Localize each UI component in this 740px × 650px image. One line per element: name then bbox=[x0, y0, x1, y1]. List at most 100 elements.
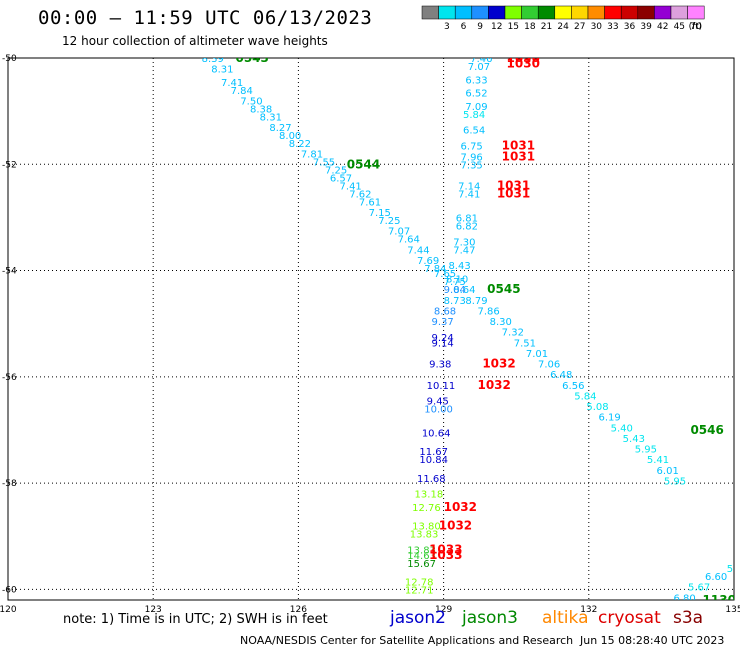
wave-height-label: 9.38 bbox=[429, 360, 451, 371]
wave-height-label: 6.81 bbox=[456, 213, 478, 224]
credit-timestamp: Jun 15 08:28:40 UTC 2023 bbox=[580, 634, 725, 647]
wave-height-label: 6.52 bbox=[465, 89, 487, 100]
legend-tick-label: 3 bbox=[444, 22, 450, 32]
pass-time-label: 1032 bbox=[444, 500, 477, 514]
wave-height-label: 5.95 bbox=[635, 445, 657, 456]
wave-height-label: 7.44 bbox=[407, 245, 429, 256]
wave-height-label: 8.22 bbox=[289, 139, 311, 150]
wave-height-label: 12.76 bbox=[412, 503, 441, 514]
wave-height-label: 7.81 bbox=[301, 150, 323, 161]
wave-height-label: 9.37 bbox=[432, 317, 454, 328]
wave-height-label: 11.67 bbox=[419, 447, 448, 458]
wave-height-label: 7.84 bbox=[424, 264, 446, 275]
pass-time-label: 1032 bbox=[477, 378, 510, 392]
legend-tick-label: 27 bbox=[574, 22, 585, 32]
wave-height-label: 13.83 bbox=[410, 530, 439, 541]
y-tick-label: -60 bbox=[2, 585, 17, 595]
wave-height-label: 5.95 bbox=[664, 476, 686, 487]
satellite-s3a: s3a bbox=[673, 608, 704, 628]
pass-time-label: 0545 bbox=[487, 282, 520, 296]
pass-time-label: 0543 bbox=[235, 51, 268, 65]
wave-height-label: 5.41 bbox=[647, 455, 669, 466]
legend-tick-label: 45 bbox=[674, 22, 685, 32]
wave-height-label: 6.80 bbox=[674, 593, 696, 604]
pass-time-label: 0546 bbox=[690, 423, 723, 437]
wave-height-label: 7.15 bbox=[369, 208, 391, 219]
wave-height-label: 6.57 bbox=[330, 174, 352, 185]
wave-height-label: 7.65 bbox=[434, 269, 456, 280]
wave-height-label: 7.96 bbox=[461, 152, 483, 163]
pass-time-label: 1031 bbox=[497, 187, 530, 201]
wave-height-label: 10.64 bbox=[422, 429, 451, 440]
wave-height-label: 7.41 bbox=[458, 190, 480, 201]
footnote: note: 1) Time is in UTC; 2) SWH is in fe… bbox=[63, 612, 328, 627]
x-tick-label: 129 bbox=[435, 605, 452, 615]
pass-time-label: 1030 bbox=[507, 51, 540, 65]
wave-height-label: 7.61 bbox=[359, 197, 381, 208]
wave-height-label: 9.14 bbox=[432, 338, 454, 349]
legend-tick-label: 36 bbox=[624, 22, 636, 32]
wave-height-label: 7.06 bbox=[538, 360, 560, 371]
wave-height-label: 7.41 bbox=[340, 182, 362, 193]
pass-time-label: 0544 bbox=[347, 157, 380, 171]
pass-time-label: 1033 bbox=[429, 548, 462, 562]
wave-height-label: 6.54 bbox=[463, 126, 485, 137]
wave-height-label: 7.84 bbox=[231, 86, 253, 97]
wave-height-label: 8.10 bbox=[446, 275, 468, 286]
legend-tick-label: 39 bbox=[640, 22, 652, 32]
wave-height-label: 7.51 bbox=[514, 338, 536, 349]
y-tick-label: -50 bbox=[2, 54, 17, 64]
wave-height-label: 9.04 bbox=[444, 285, 466, 296]
satellite-altika: altika bbox=[542, 608, 589, 628]
wave-height-label: 5.43 bbox=[623, 434, 645, 445]
wave-height-label: 10.84 bbox=[419, 455, 448, 466]
chart-subtitle: 12 hour collection of altimeter wave hei… bbox=[62, 34, 328, 48]
legend-swatch bbox=[687, 5, 705, 20]
wave-height-label: 10.00 bbox=[424, 405, 453, 416]
wave-height-label: 13.18 bbox=[415, 490, 444, 501]
wave-height-label: 5.08 bbox=[586, 402, 608, 413]
wave-height-label: 5.7 bbox=[727, 564, 740, 575]
pass-time-label: 1033 bbox=[429, 543, 462, 557]
wave-height-label: 6.33 bbox=[465, 75, 487, 86]
y-tick-label: -54 bbox=[2, 267, 17, 277]
wave-height-label: 13.83 bbox=[407, 546, 436, 557]
wave-height-label: 8.68 bbox=[434, 306, 456, 317]
credit-line: NOAA/NESDIS Center for Satellite Applica… bbox=[240, 634, 574, 647]
wave-height-label: 7.32 bbox=[502, 328, 524, 339]
pass-time-label: 1130 bbox=[703, 593, 736, 607]
wave-height-label: 7.07 bbox=[468, 62, 490, 73]
wave-height-label: 9.45 bbox=[427, 397, 449, 408]
wave-height-label: 6.48 bbox=[550, 370, 572, 381]
wave-height-label: 8.27 bbox=[269, 123, 291, 134]
pass-time-label: 1032 bbox=[482, 357, 515, 371]
wave-height-label: 7.25 bbox=[378, 216, 400, 227]
wave-height-label: 8.38 bbox=[250, 104, 272, 115]
x-tick-label: 126 bbox=[290, 605, 307, 615]
legend-tick-label: 42 bbox=[657, 22, 668, 32]
wave-height-label: 5.84 bbox=[574, 391, 596, 402]
wave-height-label: 7.30 bbox=[453, 237, 475, 248]
plot-frame bbox=[7, 57, 735, 601]
wave-height-label: 7.41 bbox=[221, 78, 243, 89]
satellite-cryosat: cryosat bbox=[598, 608, 661, 628]
wave-height-label: 8.31 bbox=[211, 65, 233, 76]
wave-height-label: 8.00 bbox=[279, 131, 301, 142]
legend-tick-label: 21 bbox=[541, 22, 552, 32]
y-tick-label: -52 bbox=[2, 160, 17, 170]
satellite-jason3: jason3 bbox=[462, 608, 518, 628]
wave-height-label: 5.67 bbox=[688, 583, 710, 594]
wave-height-label: 6.82 bbox=[456, 221, 478, 232]
wave-height-label: 6.01 bbox=[657, 466, 679, 477]
pass-time-label: 1031 bbox=[502, 149, 535, 163]
wave-height-label: 6.56 bbox=[562, 381, 584, 392]
wave-height-label: 7.50 bbox=[240, 97, 262, 108]
wave-height-label: 9.24 bbox=[432, 333, 454, 344]
wave-height-label: 7.07 bbox=[388, 227, 410, 238]
wave-height-label: 13.80 bbox=[412, 522, 441, 533]
y-tick-label: -56 bbox=[2, 373, 17, 383]
wave-height-label: 8.30 bbox=[490, 317, 512, 328]
y-tick-label: -58 bbox=[2, 479, 17, 489]
wave-height-label: 11.68 bbox=[417, 474, 446, 485]
wave-height-label: 12.78 bbox=[405, 577, 434, 588]
